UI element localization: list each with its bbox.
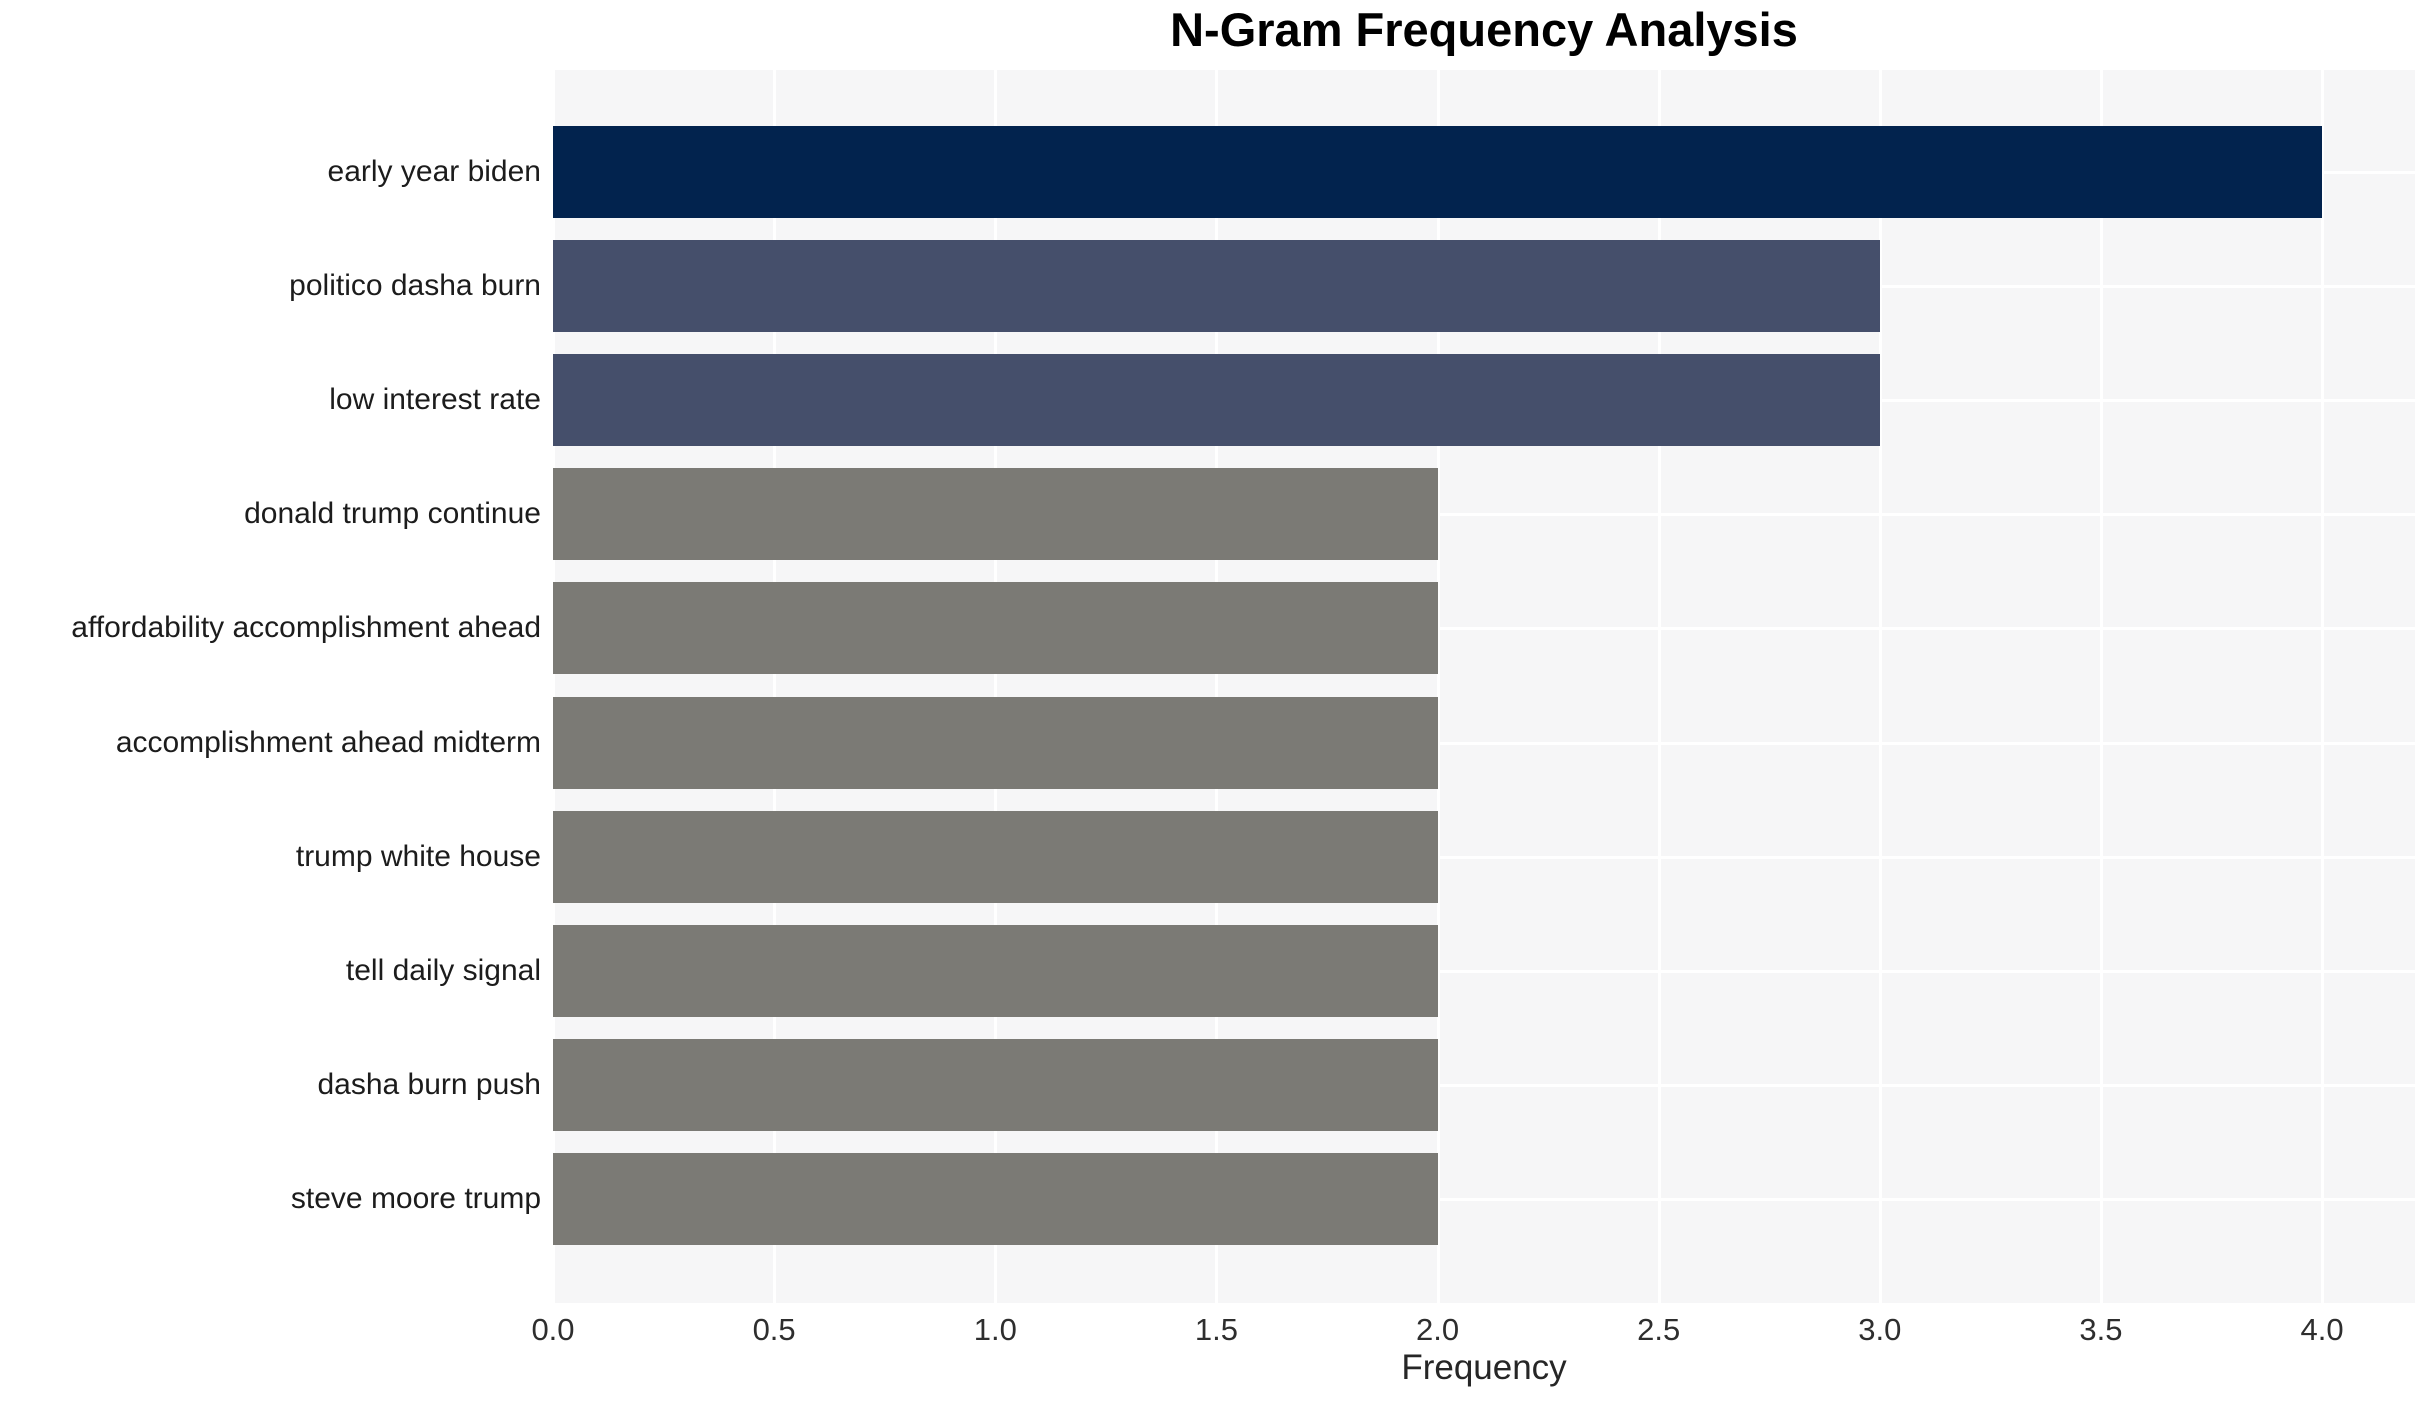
x-tick-label: 2.5 bbox=[1637, 1312, 1681, 1347]
category-label: affordability accomplishment ahead bbox=[71, 611, 541, 645]
bar bbox=[553, 696, 1438, 789]
horizontal-gridline bbox=[553, 627, 2415, 631]
category-label: accomplishment ahead midterm bbox=[115, 725, 541, 759]
bar bbox=[553, 582, 1438, 675]
chart-title: N-Gram Frequency Analysis bbox=[1170, 3, 1798, 56]
x-tick-label: 3.0 bbox=[1858, 1312, 1902, 1347]
x-tick-label: 2.0 bbox=[1415, 1312, 1460, 1347]
bar bbox=[553, 239, 1880, 332]
category-label: donald trump continue bbox=[244, 497, 541, 531]
x-tick-label: 0.5 bbox=[752, 1312, 796, 1347]
bar bbox=[553, 1039, 1438, 1132]
horizontal-gridline bbox=[553, 513, 2415, 517]
horizontal-gridline bbox=[553, 855, 2415, 859]
bar bbox=[553, 1153, 1438, 1246]
bar bbox=[553, 468, 1438, 561]
x-axis-title: Frequency bbox=[1401, 1348, 1567, 1387]
vertical-gridline bbox=[552, 70, 555, 1303]
horizontal-gridline bbox=[553, 970, 2415, 973]
x-tick-label: 4.0 bbox=[2300, 1312, 2344, 1347]
vertical-gridline bbox=[2321, 70, 2325, 1303]
horizontal-gridline bbox=[553, 741, 2415, 745]
bar bbox=[553, 125, 2323, 218]
vertical-gridline bbox=[2099, 70, 2103, 1303]
x-tick-label: 3.5 bbox=[2079, 1312, 2123, 1347]
x-tick-label: 1.5 bbox=[1194, 1312, 1238, 1347]
vertical-gridline bbox=[773, 70, 777, 1303]
horizontal-gridline bbox=[553, 1084, 2415, 1088]
x-tick-label: 0.0 bbox=[531, 1312, 575, 1347]
category-label: trump white house bbox=[295, 839, 541, 873]
bar bbox=[553, 354, 1880, 446]
plot-area bbox=[552, 70, 2415, 1303]
vertical-gridline bbox=[1215, 70, 1219, 1303]
category-label: early year biden bbox=[327, 154, 541, 188]
vertical-gridline bbox=[994, 70, 998, 1303]
x-tick-label: 1.0 bbox=[973, 1312, 1017, 1347]
vertical-gridline bbox=[1436, 70, 1440, 1303]
horizontal-gridline bbox=[553, 1198, 2415, 1202]
category-label: dasha burn push bbox=[317, 1068, 541, 1102]
category-label: low interest rate bbox=[329, 383, 541, 416]
category-label: steve moore trump bbox=[290, 1182, 541, 1216]
category-label: politico dasha burn bbox=[289, 268, 541, 302]
bar bbox=[553, 810, 1438, 903]
category-label: tell daily signal bbox=[345, 954, 541, 987]
vertical-gridline bbox=[1657, 70, 1661, 1303]
bar bbox=[553, 925, 1438, 1017]
vertical-gridline bbox=[1878, 70, 1882, 1303]
